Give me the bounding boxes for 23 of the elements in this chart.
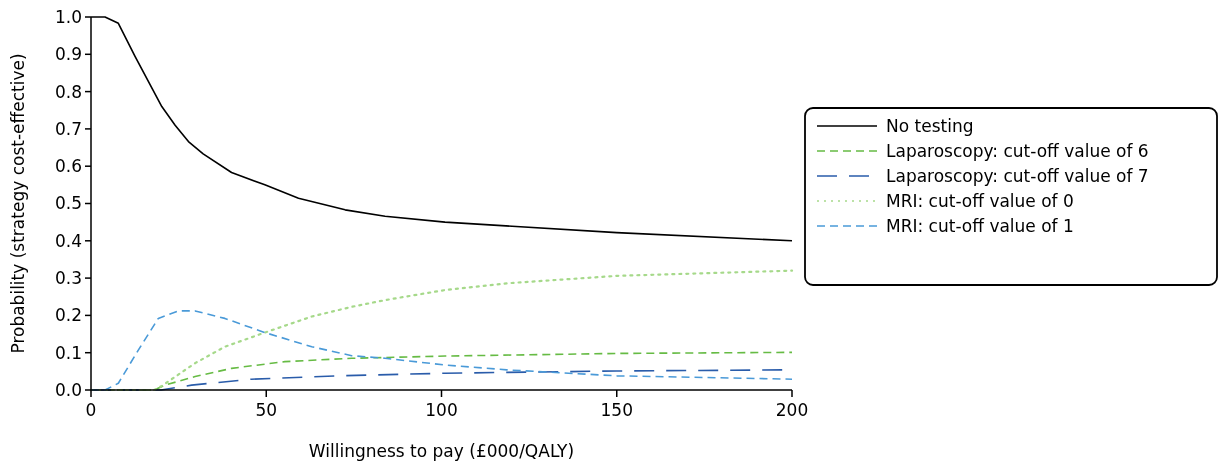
x-tick-label: 100 — [425, 400, 458, 420]
y-axis-title: Probability (strategy cost-effective) — [8, 53, 28, 354]
y-tick-label: 0.7 — [54, 118, 82, 139]
legend-label: No testing — [886, 115, 974, 136]
legend-label: Laparoscopy: cut-off value of 6 — [886, 140, 1149, 161]
y-tick-label: 0.4 — [54, 230, 82, 251]
legend-label: Laparoscopy: cut-off value of 7 — [886, 165, 1149, 186]
y-tick-label: 0.1 — [54, 342, 82, 363]
x-tick-label: 200 — [775, 400, 809, 420]
legend-label: MRI: cut-off value of 0 — [886, 190, 1074, 211]
y-tick-label: 0.9 — [54, 44, 82, 65]
y-tick-label: 0.5 — [54, 193, 82, 214]
y-tick-label: 0.6 — [54, 156, 82, 177]
legend-label: MRI: cut-off value of 1 — [886, 215, 1074, 236]
x-tick-label: 0 — [85, 400, 97, 420]
x-tick-label: 150 — [600, 400, 633, 420]
y-tick-label: 0.8 — [54, 81, 82, 102]
x-tick-label: 50 — [255, 400, 278, 420]
y-tick-label: 1.0 — [54, 6, 82, 27]
x-axis-title: Willingness to pay (£000/QALY) — [308, 441, 575, 461]
y-tick-label: 0.2 — [54, 305, 82, 326]
y-tick-label: 0.0 — [54, 379, 82, 400]
y-tick-label: 0.3 — [54, 268, 82, 289]
